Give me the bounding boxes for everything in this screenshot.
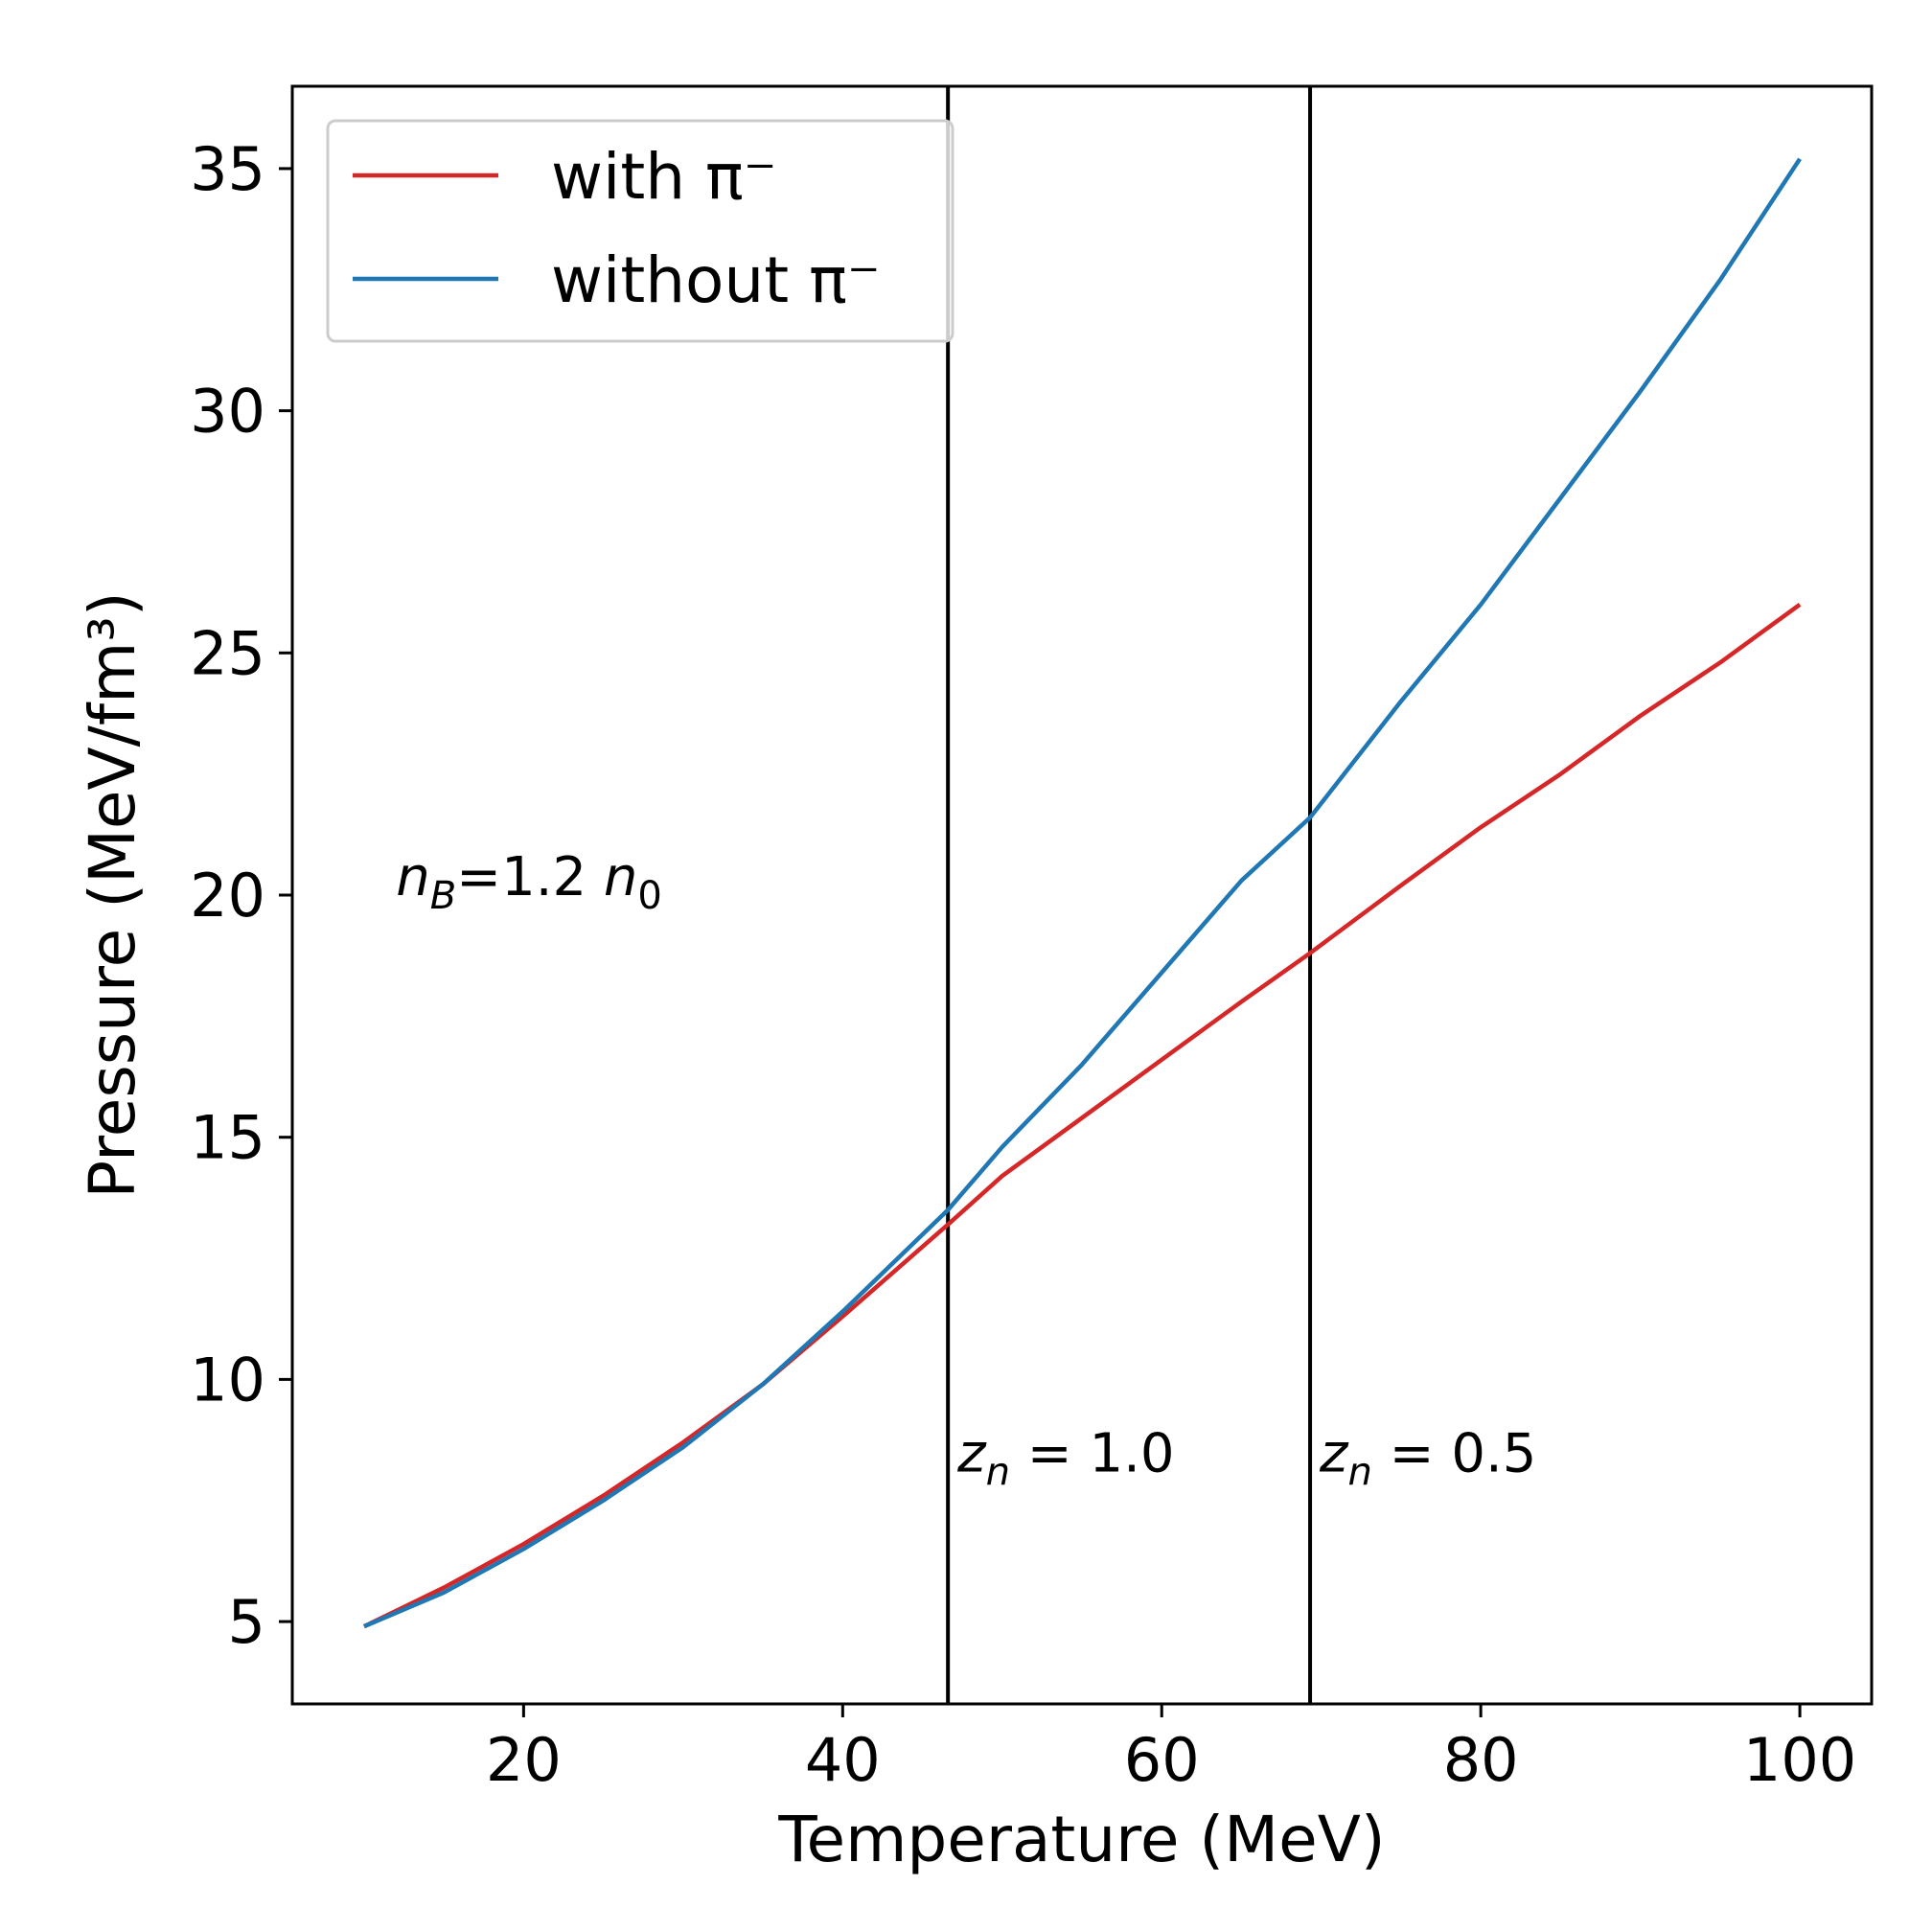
y-tick-label: 35 xyxy=(190,134,265,204)
density-annotation: nB=1.2 n0 xyxy=(396,846,662,918)
series-lines xyxy=(362,157,1802,1629)
vline-label-2: zn = 0.5 xyxy=(1319,1422,1536,1494)
annotations: zn = 1.0 zn = 0.5 nB=1.2 n0 xyxy=(396,846,1536,1494)
x-tick-label: 60 xyxy=(1124,1725,1200,1795)
series-line-without-pi xyxy=(363,157,1802,1629)
legend-label-1: with π⁻ xyxy=(551,140,777,214)
series-line-with-pi xyxy=(362,602,1802,1629)
x-tick-label: 40 xyxy=(805,1725,881,1795)
y-tick-label: 10 xyxy=(190,1345,265,1414)
vline-label-1: zn = 1.0 xyxy=(956,1422,1174,1494)
x-tick-label: 100 xyxy=(1743,1725,1856,1795)
y-tick-label: 15 xyxy=(190,1103,265,1173)
x-tick-label: 20 xyxy=(486,1725,562,1795)
x-axis-ticks: 20 40 60 80 100 xyxy=(486,1704,1856,1795)
legend: with π⁻ without π⁻ xyxy=(326,119,954,343)
y-tick-label: 30 xyxy=(190,377,265,447)
y-tick-label: 20 xyxy=(190,861,265,931)
y-axis-ticks: 5 10 15 20 25 30 35 xyxy=(190,134,292,1657)
legend-label-2: without π⁻ xyxy=(551,243,881,317)
y-axis-label: Pressure (MeV/fm³) xyxy=(76,591,150,1198)
legend-entries: with π⁻ without π⁻ xyxy=(353,140,881,317)
y-tick-label: 25 xyxy=(190,618,265,688)
plot-area xyxy=(362,86,1802,1704)
vertical-lines xyxy=(946,86,1313,1704)
y-tick-label: 5 xyxy=(228,1587,265,1657)
y-axis-label-text: Pressure (MeV/fm³) xyxy=(76,591,150,1198)
x-axis-label: Temperature (MeV) xyxy=(777,1803,1385,1876)
x-tick-label: 80 xyxy=(1443,1725,1519,1795)
